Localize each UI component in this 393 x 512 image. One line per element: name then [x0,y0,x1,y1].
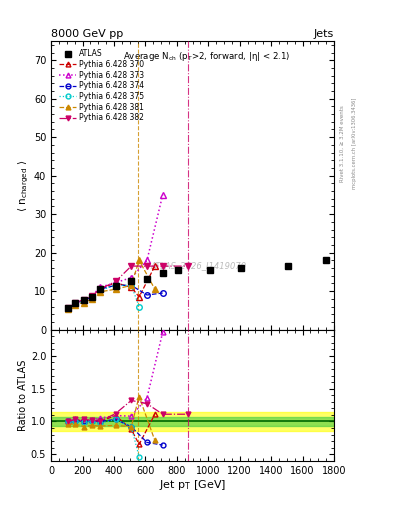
ATLAS [97,286,102,292]
Text: Jets: Jets [314,29,334,39]
Pythia 6.428 382 [82,296,86,303]
Pythia 6.428 375 [66,305,71,311]
Pythia 6.428 373 [129,274,134,281]
Pythia 6.428 381 [113,286,118,292]
ATLAS [208,267,212,273]
Line: ATLAS: ATLAS [66,257,329,311]
Text: Average N$_\mathregular{ch}$ (p$_\mathregular{T}$>2, forward, |$\mathregular{\et: Average N$_\mathregular{ch}$ (p$_\mathre… [123,50,290,62]
Legend: ATLAS, Pythia 6.428 370, Pythia 6.428 373, Pythia 6.428 374, Pythia 6.428 375, P: ATLAS, Pythia 6.428 370, Pythia 6.428 37… [58,48,146,124]
Pythia 6.428 373 [82,297,86,304]
Pythia 6.428 375 [90,294,94,300]
Pythia 6.428 370 [73,300,78,306]
Pythia 6.428 373 [97,284,102,290]
Pythia 6.428 382 [113,279,118,285]
Pythia 6.428 370 [129,284,134,290]
Pythia 6.428 374 [113,282,118,288]
Pythia 6.428 382 [90,293,94,299]
Y-axis label: $\langle$ n$_\mathregular{charged}$ $\rangle$: $\langle$ n$_\mathregular{charged}$ $\ra… [17,159,31,211]
Pythia 6.428 374 [82,297,86,304]
Pythia 6.428 381 [152,286,157,292]
ATLAS [239,265,244,271]
Pythia 6.428 375 [82,297,86,304]
Pythia 6.428 370 [90,293,94,299]
Line: Pythia 6.428 382: Pythia 6.428 382 [66,263,191,311]
Pythia 6.428 381 [97,289,102,295]
Pythia 6.428 381 [90,296,94,302]
Pythia 6.428 375 [129,282,134,288]
Pythia 6.428 374 [66,305,71,311]
Pythia 6.428 374 [160,290,165,296]
Text: mcplots.cern.ch [arXiv:1306.3436]: mcplots.cern.ch [arXiv:1306.3436] [352,98,357,189]
Pythia 6.428 375 [97,287,102,293]
Pythia 6.428 375 [113,282,118,288]
Pythia 6.428 381 [73,302,78,308]
Pythia 6.428 374 [97,286,102,292]
Pythia 6.428 374 [73,301,78,307]
Pythia 6.428 382 [145,263,149,269]
Y-axis label: Ratio to ATLAS: Ratio to ATLAS [18,359,28,431]
Line: Pythia 6.428 381: Pythia 6.428 381 [66,258,158,312]
Pythia 6.428 374 [90,294,94,300]
ATLAS [324,257,329,263]
Bar [51,412,334,431]
Pythia 6.428 370 [113,280,118,286]
Pythia 6.428 370 [97,286,102,292]
Pythia 6.428 373 [160,192,165,198]
ATLAS [90,294,94,300]
Pythia 6.428 382 [160,263,165,269]
ATLAS [113,284,118,290]
ATLAS [82,297,86,304]
Pythia 6.428 370 [137,294,141,300]
Bar [51,417,334,426]
Pythia 6.428 373 [113,280,118,286]
X-axis label: Jet p$_\mathregular{T}$ [GeV]: Jet p$_\mathregular{T}$ [GeV] [159,478,226,493]
Pythia 6.428 382 [73,300,78,306]
Line: Pythia 6.428 374: Pythia 6.428 374 [66,283,165,311]
Pythia 6.428 381 [129,282,134,288]
ATLAS [176,267,181,273]
Line: Pythia 6.428 370: Pythia 6.428 370 [66,263,158,311]
Pythia 6.428 374 [145,292,149,298]
Pythia 6.428 375 [137,304,141,310]
Pythia 6.428 382 [129,263,134,269]
Pythia 6.428 381 [66,306,71,312]
Pythia 6.428 370 [152,263,157,269]
Pythia 6.428 381 [82,300,86,306]
Pythia 6.428 373 [145,257,149,263]
Pythia 6.428 373 [66,305,71,311]
Pythia 6.428 382 [185,263,190,269]
Text: Rivet 3.1.10, ≥ 3.2M events: Rivet 3.1.10, ≥ 3.2M events [340,105,345,182]
Text: 8000 GeV pp: 8000 GeV pp [51,29,123,39]
ATLAS [129,279,134,285]
Pythia 6.428 374 [129,282,134,288]
ATLAS [66,305,71,311]
Pythia 6.428 373 [90,293,94,299]
ATLAS [286,263,291,269]
ATLAS [160,270,165,276]
ATLAS [145,276,149,282]
Pythia 6.428 373 [73,300,78,306]
Pythia 6.428 382 [66,305,71,311]
Line: Pythia 6.428 375: Pythia 6.428 375 [66,283,142,311]
Pythia 6.428 381 [137,257,141,263]
Pythia 6.428 382 [97,286,102,292]
Text: ATLAS_2026_I1419070: ATLAS_2026_I1419070 [150,262,246,271]
Pythia 6.428 370 [82,297,86,304]
Line: Pythia 6.428 373: Pythia 6.428 373 [66,192,165,311]
ATLAS [73,301,78,307]
Pythia 6.428 370 [66,305,71,311]
Pythia 6.428 375 [73,301,78,307]
